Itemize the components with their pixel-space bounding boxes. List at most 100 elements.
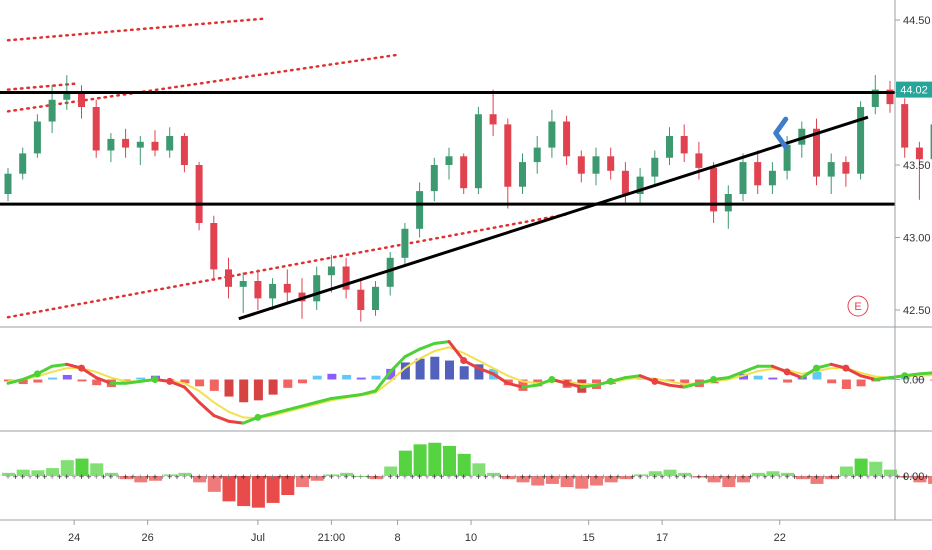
oscillator-1-main-line xyxy=(359,389,377,397)
candle-body xyxy=(489,114,497,125)
oscillator-1-bar xyxy=(827,379,837,384)
oscillator-2-bar xyxy=(884,469,897,476)
earnings-badge-circle[interactable] xyxy=(847,295,869,317)
oscillator-1-main-line xyxy=(315,396,333,404)
oscillator-2-bar xyxy=(75,458,89,476)
candle-body xyxy=(269,283,277,299)
oscillator-1-cross-dot xyxy=(78,364,85,372)
oscillator-1-bar xyxy=(195,379,205,387)
ascending-trendline[interactable] xyxy=(238,115,869,321)
candle xyxy=(430,157,438,202)
oscillator-1-bar xyxy=(430,356,440,380)
oscillator-2-zero-marker: + xyxy=(255,472,260,482)
candle xyxy=(636,167,644,206)
candle-body xyxy=(283,283,291,293)
oscillator-2-zero-marker: + xyxy=(226,472,231,482)
candle-body xyxy=(180,136,188,165)
oscillator-2-zero-marker: + xyxy=(807,472,812,482)
oscillator-1-bar xyxy=(298,379,307,384)
candle xyxy=(651,150,659,186)
oscillator-2-zero-marker: + xyxy=(248,472,253,482)
oscillator-1-main-line xyxy=(668,383,686,389)
candle-body xyxy=(401,228,409,258)
oscillator-2-zero-marker: + xyxy=(167,472,172,482)
candle xyxy=(901,98,909,158)
candle xyxy=(92,99,100,158)
candle-body xyxy=(607,156,615,171)
oscillator-2-bar xyxy=(839,466,853,476)
candle xyxy=(78,85,85,119)
oscillator-1-main-line xyxy=(94,376,113,385)
oscillator-2-zero-marker: + xyxy=(718,472,723,482)
oscillator-2-bar xyxy=(663,469,677,476)
oscillator-2-bar xyxy=(207,476,221,492)
oscillator-2-zero-marker: + xyxy=(887,472,892,482)
candle-body xyxy=(739,162,747,194)
candle-body xyxy=(680,136,688,154)
oscillator-1-main-line xyxy=(741,364,760,374)
candle xyxy=(283,269,291,303)
oscillator-2-zero-marker: + xyxy=(160,472,165,482)
candle xyxy=(254,269,262,310)
candle-body xyxy=(63,92,71,100)
dotted-channel-line[interactable] xyxy=(6,17,267,42)
oscillator-2-bar xyxy=(707,476,721,483)
candle-body xyxy=(621,170,629,194)
time-axis-label: 22 xyxy=(774,532,786,544)
candle xyxy=(871,75,879,115)
candle-body xyxy=(592,156,600,174)
candle-body xyxy=(504,124,512,187)
candle xyxy=(313,266,321,310)
oscillator-1-cross-dot xyxy=(460,357,468,365)
oscillator-1-main-line xyxy=(491,372,510,385)
oscillator-2-zero-marker: + xyxy=(388,472,393,482)
oscillator-2-bar xyxy=(193,476,207,483)
candle-body xyxy=(313,275,321,302)
oscillator-2-bar xyxy=(134,476,148,483)
oscillator-1-cross-dot xyxy=(710,376,718,383)
oscillator-2-zero-marker: + xyxy=(615,472,620,482)
oscillator-2-zero-marker: + xyxy=(116,472,121,482)
oscillator-1-main-line xyxy=(873,376,892,381)
oscillator-1-main-line xyxy=(271,408,289,416)
oscillator-2-zero-marker: + xyxy=(79,472,84,482)
oscillator-2-zero-marker: + xyxy=(755,472,760,482)
oscillator-2-zero-marker: + xyxy=(645,472,650,482)
oscillator-2-zero-marker: + xyxy=(917,472,922,482)
oscillator-2-zero-marker: + xyxy=(314,472,319,482)
oscillator-2-bar xyxy=(692,476,706,478)
candle xyxy=(563,115,571,165)
oscillator-2-bar xyxy=(795,476,809,480)
candle-body xyxy=(857,107,865,174)
oscillator-2-zero-label: 0.00 xyxy=(903,471,924,483)
dotted-channel-line[interactable] xyxy=(6,82,76,91)
oscillator-2-zero-marker: + xyxy=(380,472,385,482)
oscillator-1-main-line xyxy=(623,374,642,380)
candle-body xyxy=(474,114,482,189)
candle-body xyxy=(430,165,438,192)
oscillator-2-zero-marker: + xyxy=(20,472,25,482)
dotted-channel-line[interactable] xyxy=(6,53,399,113)
oscillator-1-main-line xyxy=(506,381,524,389)
oscillator-1-bar xyxy=(415,358,425,380)
earnings-badge[interactable]: E xyxy=(847,295,869,317)
oscillator-1-bar xyxy=(136,377,146,380)
candle xyxy=(195,162,203,231)
oscillator-2-bar xyxy=(369,476,383,480)
oscillator-1-cross-dot xyxy=(166,377,174,385)
oscillator-1-bar xyxy=(283,379,293,388)
oscillator-1-main-line xyxy=(579,383,598,389)
oscillator-1-main-line xyxy=(418,341,436,351)
oscillator-2-zero-marker: + xyxy=(138,472,143,482)
oscillator-2-zero-marker: + xyxy=(520,472,525,482)
oscillator-2-zero-marker: + xyxy=(241,472,246,482)
candle-body xyxy=(122,138,130,148)
candle-body xyxy=(827,162,835,177)
oscillator-1-main-line xyxy=(521,383,539,389)
oscillator-2-zero-marker: + xyxy=(865,472,870,482)
oscillator-2-bar xyxy=(16,469,30,476)
oscillator-2-zero-marker: + xyxy=(652,472,657,482)
dotted-channel-line[interactable] xyxy=(6,213,568,319)
